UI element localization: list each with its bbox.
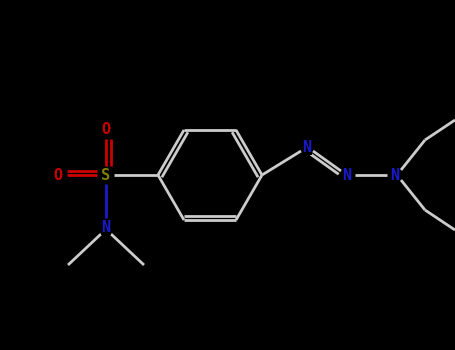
Text: S: S xyxy=(101,168,111,182)
Text: N: N xyxy=(390,168,399,182)
Text: N: N xyxy=(343,168,352,182)
Text: O: O xyxy=(53,168,63,182)
Text: N: N xyxy=(303,140,312,154)
Text: O: O xyxy=(101,122,111,138)
Text: N: N xyxy=(101,219,111,234)
